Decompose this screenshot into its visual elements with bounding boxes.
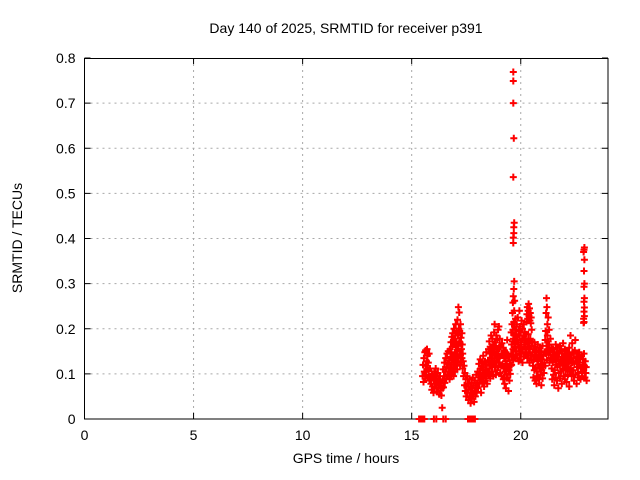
- y-tick-label: 0.5: [56, 185, 76, 201]
- y-tick-label: 0.6: [56, 140, 76, 156]
- x-tick-label: 10: [295, 427, 311, 443]
- x-axis-label: GPS time / hours: [293, 450, 400, 466]
- y-tick-label: 0.8: [56, 50, 76, 66]
- x-tick-label: 0: [81, 427, 89, 443]
- y-tick-labels: 0 0.1 0.2 0.3 0.4 0.5 0.6 0.7 0.8: [56, 50, 76, 427]
- y-tick-label: 0: [68, 411, 76, 427]
- y-tick-label: 0.7: [56, 95, 76, 111]
- y-tick-label: 0.2: [56, 321, 76, 337]
- x-tick-label: 20: [513, 427, 529, 443]
- y-tick-label: 0.1: [56, 366, 76, 382]
- data-points: [415, 68, 591, 423]
- x-tick-label: 15: [404, 427, 420, 443]
- x-tick-labels: 0 5 10 15 20: [81, 427, 529, 443]
- plot-border: [84, 58, 609, 420]
- scatter-series: [415, 68, 591, 423]
- chart-title: Day 140 of 2025, SRMTID for receiver p39…: [209, 20, 482, 36]
- y-axis-label: SRMTID / TECUs: [9, 183, 25, 293]
- x-tick-label: 5: [190, 427, 198, 443]
- y-tick-label: 0.4: [56, 231, 76, 247]
- y-tick-label: 0.3: [56, 276, 76, 292]
